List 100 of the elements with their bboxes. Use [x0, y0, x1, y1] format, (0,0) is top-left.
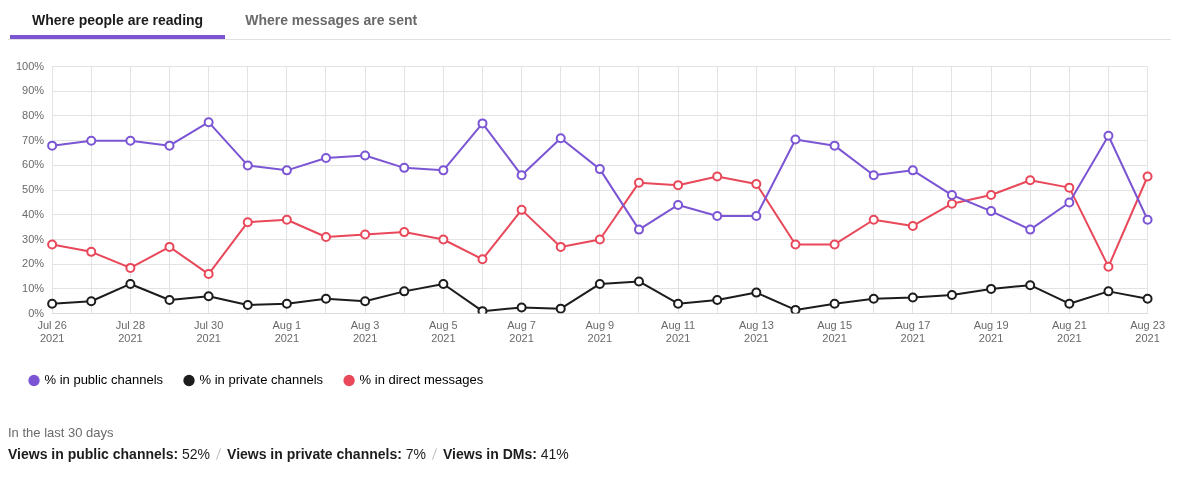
- x-tick-label: Aug 13 2021: [738, 319, 774, 345]
- point: [320, 152, 331, 163]
- y-tick-label: 70%: [22, 133, 45, 146]
- x-tick-label: Aug 21 2021: [1051, 319, 1087, 345]
- point: [868, 170, 879, 181]
- point: [790, 304, 801, 314]
- y-tick-label: 20%: [22, 257, 45, 270]
- point: [1064, 197, 1075, 208]
- point: [829, 298, 840, 309]
- x-tick-label: Aug 7 2021: [507, 319, 536, 345]
- point: [1025, 224, 1036, 235]
- point: [125, 278, 136, 289]
- point: [829, 239, 840, 250]
- y-tick-label: 80%: [22, 109, 45, 122]
- point: [360, 229, 371, 240]
- x-tick-label: Aug 15 2021: [817, 319, 853, 345]
- y-tick-label: 50%: [22, 183, 45, 196]
- point: [555, 241, 566, 252]
- point: [751, 211, 762, 222]
- point: [477, 118, 488, 129]
- point: [516, 204, 527, 215]
- point: [281, 298, 292, 309]
- y-tick-label: 40%: [22, 207, 45, 220]
- point: [986, 206, 997, 217]
- point: [594, 234, 605, 245]
- point: [1103, 130, 1114, 141]
- legend-label: % in private channels: [199, 372, 324, 388]
- point: [399, 286, 410, 297]
- x-tick-label: Aug 23 2021: [1130, 319, 1166, 345]
- point: [633, 177, 644, 188]
- point: [633, 224, 644, 235]
- point: [633, 276, 644, 287]
- point: [1103, 261, 1114, 272]
- x-tick-label: Aug 3 2021: [350, 319, 380, 345]
- point: [790, 239, 801, 250]
- text: Views in DMs: 41%: [442, 446, 569, 462]
- point: [477, 254, 488, 265]
- point: [986, 283, 997, 294]
- point: [594, 278, 605, 289]
- point: [477, 306, 488, 314]
- point: [164, 241, 175, 252]
- point: [1025, 175, 1036, 186]
- x-tick-label: Jul 30 2021: [193, 319, 224, 345]
- text: Views in private channels: 7%: [227, 446, 426, 462]
- y-tick-label: 100%: [15, 59, 45, 72]
- point: [203, 117, 214, 128]
- point: [1142, 171, 1153, 182]
- point: [242, 299, 253, 310]
- point: [125, 135, 136, 146]
- point: [1142, 293, 1153, 304]
- x-tick-label: Aug 9 2021: [585, 319, 615, 345]
- point: [555, 303, 566, 314]
- y-tick-label: 10%: [22, 281, 45, 294]
- legend-label: % in public channels: [44, 372, 164, 388]
- point: [438, 278, 449, 289]
- y-tick-label: 30%: [22, 232, 45, 245]
- point: [946, 290, 957, 301]
- point: [868, 293, 879, 304]
- y-tick-label: 90%: [22, 84, 45, 97]
- point: [790, 134, 801, 145]
- point: [242, 217, 253, 228]
- point: [320, 293, 331, 304]
- point: [712, 295, 723, 306]
- point: [907, 165, 918, 176]
- point: [712, 171, 723, 182]
- point: [1025, 280, 1036, 291]
- point: [320, 232, 331, 243]
- point: [673, 199, 684, 210]
- point: [203, 291, 214, 302]
- point: [594, 164, 605, 175]
- point: [712, 211, 723, 222]
- point: [946, 190, 957, 201]
- point: [946, 198, 957, 209]
- point: [907, 220, 918, 231]
- x-tick-label: Aug 1 2021: [272, 319, 302, 345]
- point: [829, 140, 840, 151]
- point: [242, 160, 253, 171]
- point: [673, 298, 684, 309]
- point: [673, 180, 684, 191]
- text: In the last 30 days: [8, 425, 115, 440]
- point: [1064, 182, 1075, 193]
- text: Views in public channels: 52%: [8, 446, 211, 462]
- point: [125, 262, 136, 273]
- point: [1142, 214, 1153, 225]
- point: [555, 133, 566, 144]
- point: [203, 269, 214, 280]
- point: [164, 295, 175, 306]
- point: [516, 170, 527, 181]
- chart-title: Where people are reading: [10, 6, 226, 39]
- point: [47, 298, 58, 309]
- point: [751, 178, 762, 189]
- point: [47, 140, 58, 151]
- point: [360, 150, 371, 161]
- point: [907, 292, 918, 303]
- point: [360, 296, 371, 307]
- point: [47, 239, 58, 250]
- legend-label: % in direct messages: [359, 372, 484, 388]
- x-tick-label: Aug 5 2021: [428, 319, 458, 345]
- point: [986, 190, 997, 201]
- point: [751, 287, 762, 298]
